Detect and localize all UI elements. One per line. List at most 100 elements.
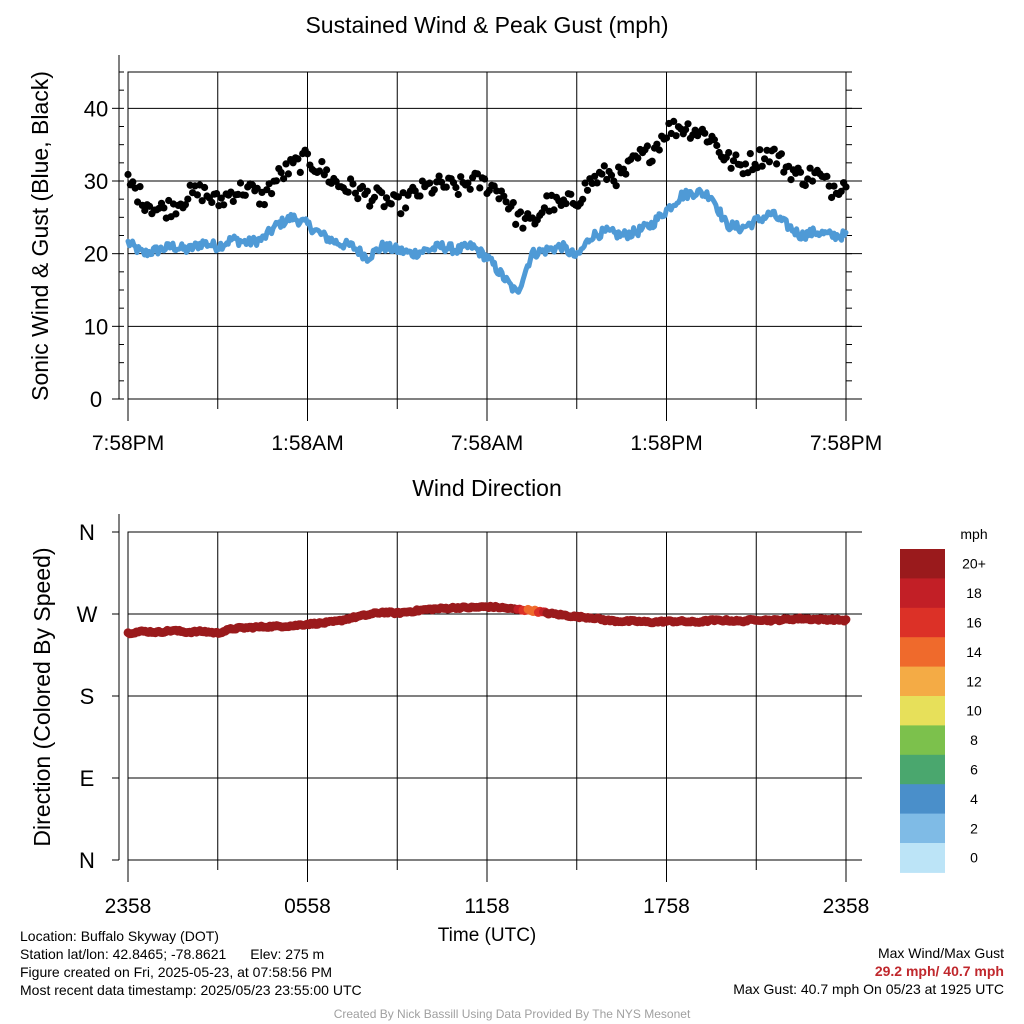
station-info: Location: Buffalo Skyway (DOT) Station l… bbox=[20, 927, 362, 999]
max-values: 29.2 mph/ 40.7 mph bbox=[874, 963, 1004, 979]
gust-point bbox=[303, 150, 312, 158]
gust-point bbox=[725, 149, 733, 157]
top-ytick-label: 10 bbox=[84, 314, 108, 339]
gust-point bbox=[430, 186, 438, 194]
gust-point bbox=[842, 183, 850, 191]
gust-point bbox=[296, 168, 304, 176]
gust-point bbox=[603, 175, 611, 184]
gust-point bbox=[512, 220, 520, 228]
top-ytick-label: 0 bbox=[90, 387, 102, 412]
figure-created-text: Figure created on Fri, 2025-05-23, at 07… bbox=[20, 964, 333, 980]
legend-label: 18 bbox=[966, 585, 982, 601]
top-ytick-label: 20 bbox=[84, 242, 108, 267]
gust-point bbox=[452, 183, 460, 192]
gust-point bbox=[378, 189, 386, 197]
legend-swatch bbox=[900, 578, 945, 609]
station-latlon-line: Station lat/lon: 42.8465; -78.8621 Elev: … bbox=[20, 945, 362, 963]
bottom-ytick-label: E bbox=[80, 766, 95, 791]
gust-point bbox=[634, 154, 642, 162]
gust-point bbox=[366, 202, 374, 210]
gust-point bbox=[567, 190, 575, 198]
gust-point bbox=[801, 181, 809, 190]
legend-swatch bbox=[900, 725, 945, 756]
gust-point bbox=[260, 201, 268, 209]
legend-swatch bbox=[900, 843, 945, 873]
legend-swatch bbox=[900, 696, 945, 726]
gust-point bbox=[454, 190, 462, 199]
gust-point bbox=[272, 177, 280, 185]
gust-point bbox=[773, 160, 781, 168]
gust-point bbox=[280, 175, 288, 183]
legend-title: mph bbox=[960, 526, 987, 542]
gust-point bbox=[315, 167, 324, 175]
gust-point bbox=[600, 162, 608, 170]
gust-point bbox=[710, 136, 719, 144]
legend-label: 0 bbox=[970, 850, 978, 866]
gust-point bbox=[583, 186, 592, 194]
gust-point bbox=[160, 204, 168, 212]
legend-swatch bbox=[900, 549, 945, 579]
gust-point bbox=[622, 170, 630, 178]
bottom-chart-ylabel: Direction (Colored By Speed) bbox=[29, 547, 55, 846]
gust-point bbox=[550, 206, 558, 214]
gust-point bbox=[662, 134, 671, 142]
bottom-chart-title: Wind Direction bbox=[412, 475, 562, 501]
gust-point bbox=[217, 194, 225, 202]
gust-point bbox=[397, 210, 405, 218]
legend-label: 20+ bbox=[962, 556, 986, 572]
gust-point bbox=[354, 195, 362, 203]
gust-point bbox=[387, 200, 395, 208]
gust-point bbox=[481, 175, 489, 183]
gust-point bbox=[787, 176, 795, 184]
gust-point bbox=[241, 191, 249, 199]
gust-point bbox=[213, 190, 221, 198]
gust-point bbox=[808, 177, 817, 185]
gust-point bbox=[823, 172, 831, 180]
legend-swatch bbox=[900, 754, 945, 785]
gust-point bbox=[670, 117, 678, 125]
sustained-wind-line bbox=[125, 186, 849, 295]
legend-swatch bbox=[900, 607, 945, 638]
gust-point bbox=[402, 204, 410, 212]
gust-point bbox=[318, 158, 326, 166]
gust-point bbox=[464, 179, 472, 187]
gust-point bbox=[607, 171, 616, 179]
station-latlon-text: Station lat/lon: 42.8465; -78.8621 bbox=[20, 946, 227, 962]
top-chart-ylabel: Sonic Wind & Gust (Blue, Black) bbox=[27, 71, 53, 401]
bottom-xtick-label: 2358 bbox=[105, 895, 152, 918]
legend-swatch bbox=[900, 813, 945, 844]
credit-text: Created By Nick Bassill Using Data Provi… bbox=[333, 1007, 691, 1021]
gust-point bbox=[323, 166, 331, 174]
bottom-xtick-label: 1758 bbox=[643, 895, 690, 918]
gust-point bbox=[598, 170, 606, 178]
bottom-ytick-label: N bbox=[79, 848, 95, 873]
gust-point bbox=[655, 146, 663, 154]
gust-point bbox=[466, 185, 474, 193]
max-info: Max Wind/Max Gust 29.2 mph/ 40.7 mph Max… bbox=[733, 944, 1004, 998]
gust-point bbox=[593, 179, 601, 187]
legend-label: 6 bbox=[970, 762, 978, 778]
gust-point bbox=[509, 199, 517, 207]
gust-point bbox=[476, 184, 484, 192]
gust-point bbox=[435, 172, 443, 180]
gust-point bbox=[141, 206, 149, 215]
gust-point bbox=[770, 145, 778, 153]
bottom-xtick-label: 1158 bbox=[464, 895, 509, 918]
gust-point bbox=[746, 150, 754, 158]
gust-point bbox=[765, 158, 774, 166]
legend-swatch bbox=[900, 666, 945, 697]
top-xtick-label: 1:58PM bbox=[630, 432, 702, 455]
gust-point bbox=[129, 178, 137, 186]
gust-point bbox=[796, 168, 805, 176]
gust-point bbox=[732, 151, 740, 159]
bottom-xtick-label: 0558 bbox=[284, 895, 331, 918]
bottom-chart-xlabel: Time (UTC) bbox=[438, 925, 537, 946]
gust-point bbox=[349, 180, 357, 188]
gust-point bbox=[208, 198, 216, 206]
gust-point bbox=[727, 164, 735, 172]
legend-swatch bbox=[900, 784, 945, 815]
top-ytick-label: 30 bbox=[84, 169, 108, 194]
gust-point bbox=[236, 179, 245, 187]
gust-point bbox=[193, 191, 201, 199]
